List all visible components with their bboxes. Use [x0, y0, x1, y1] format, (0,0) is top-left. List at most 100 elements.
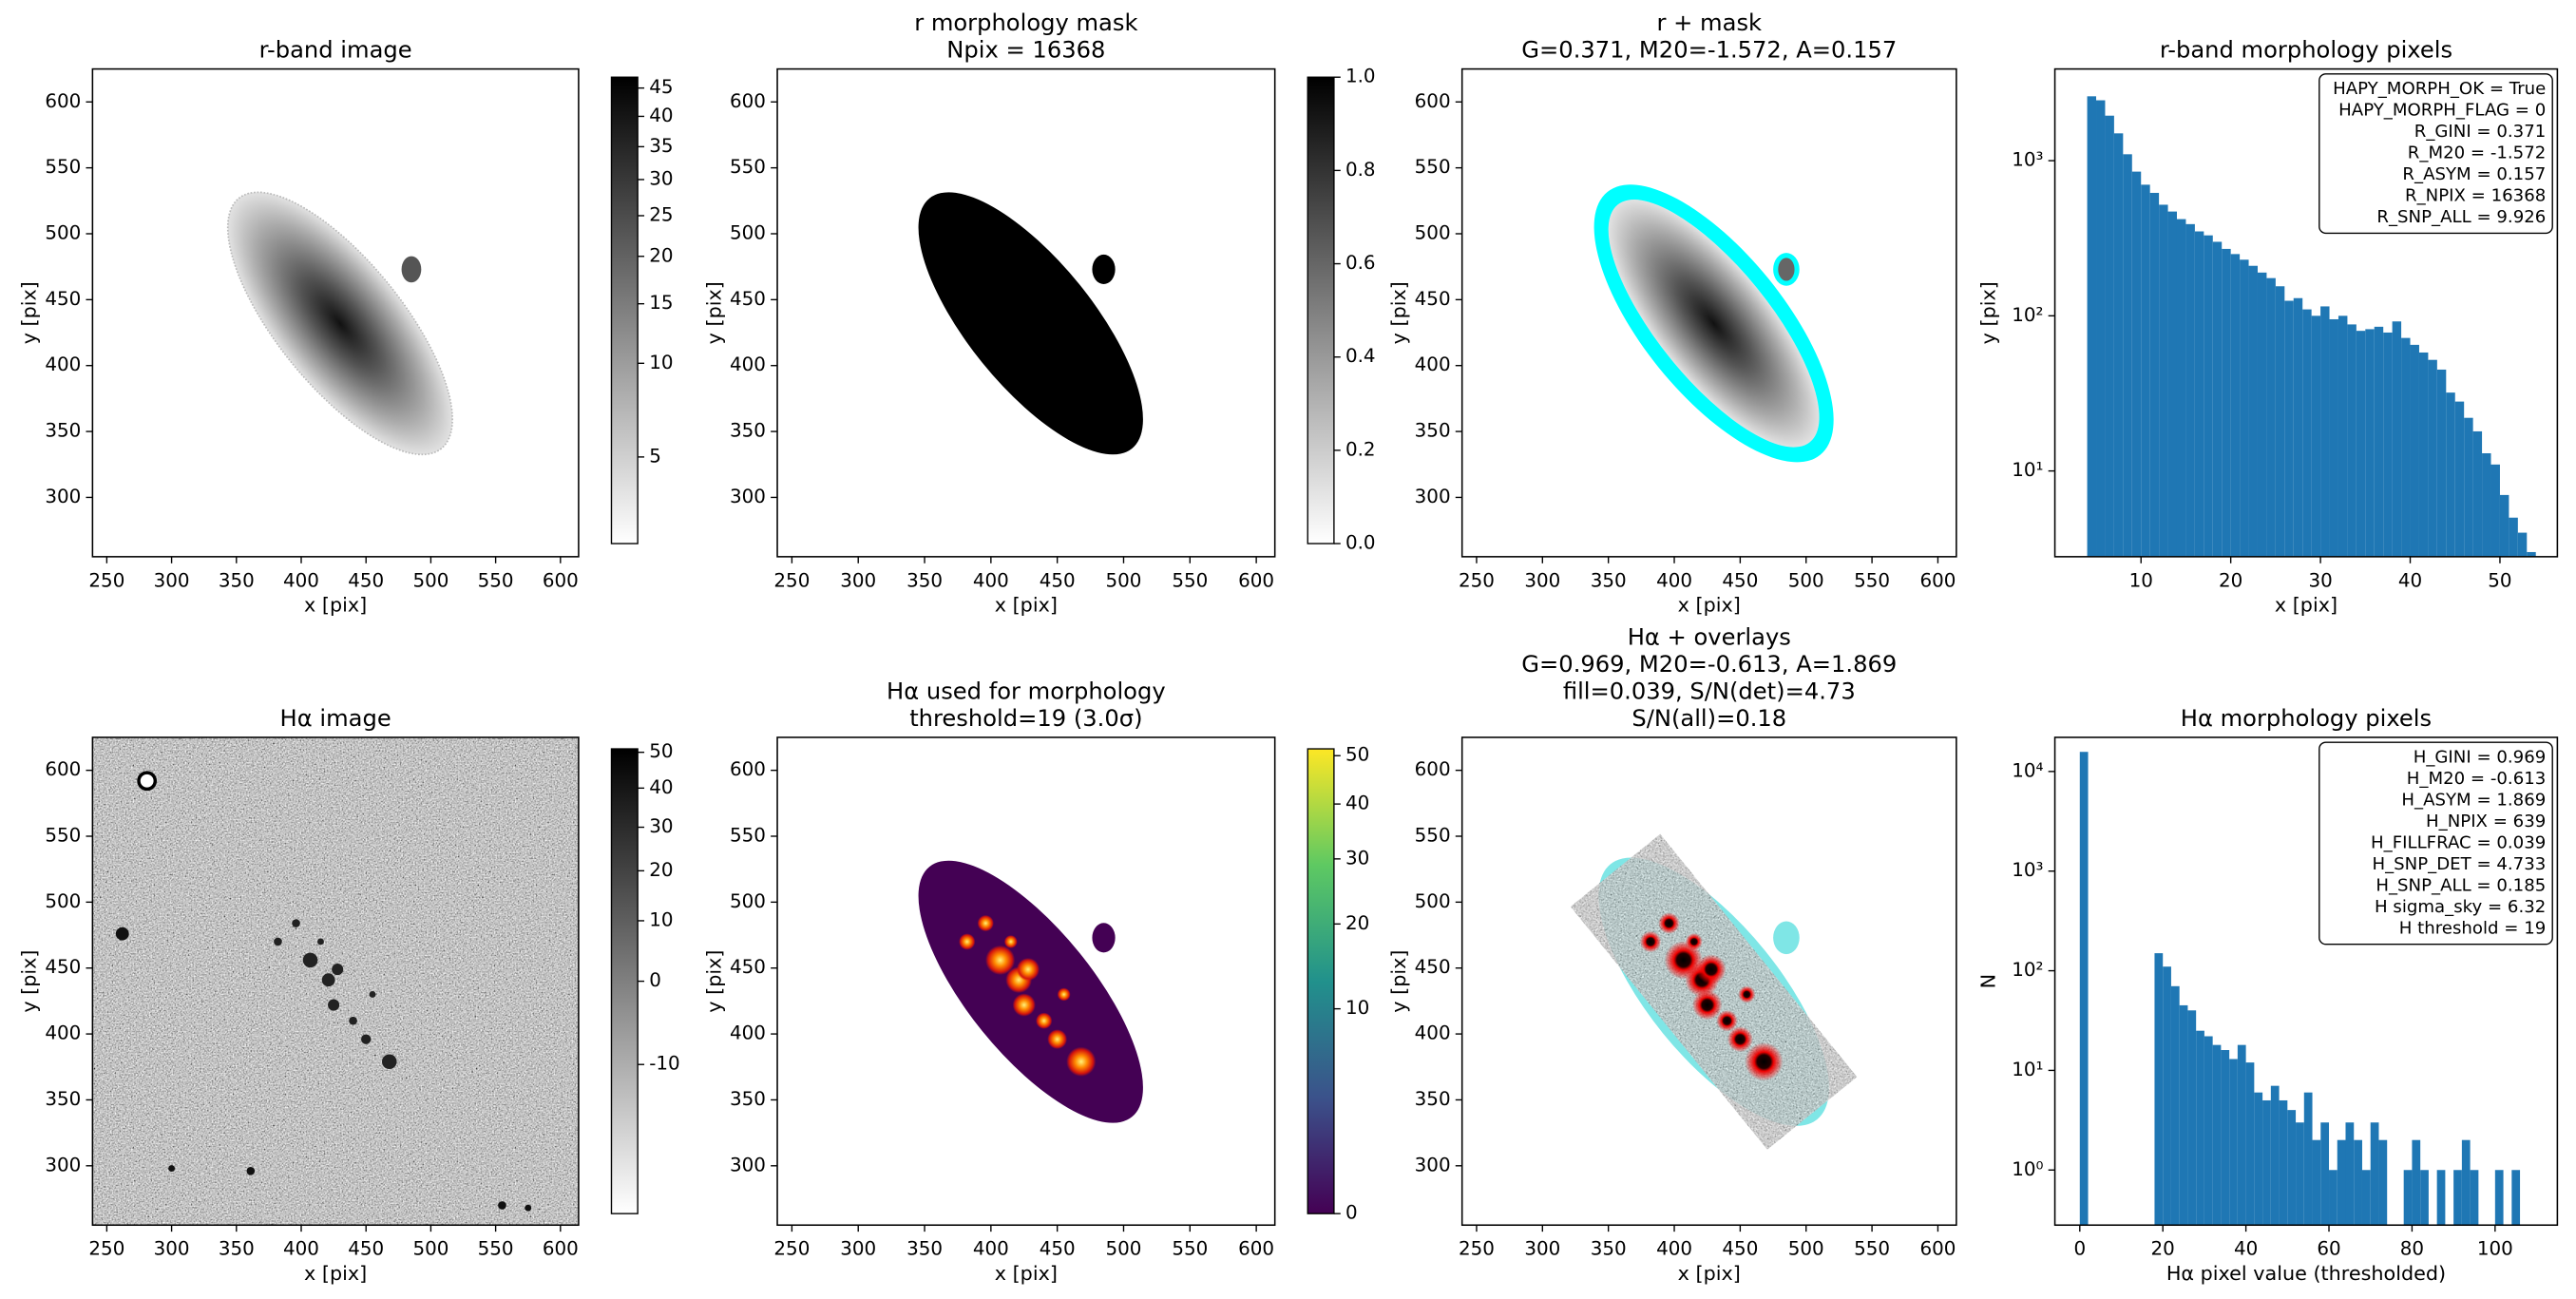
- bar: [2204, 235, 2213, 557]
- bar: [2113, 133, 2124, 557]
- bar: [2212, 241, 2223, 557]
- x-tick-label: 100: [2477, 1238, 2513, 1260]
- bar: [2284, 300, 2294, 557]
- bar: [2149, 192, 2160, 557]
- bar: [2347, 324, 2357, 557]
- bar: [2248, 265, 2258, 557]
- y-axis-label: y [pix]: [18, 950, 41, 1013]
- y-tick-label: 400: [45, 1022, 81, 1044]
- colorbar-tick-label: 40: [1345, 793, 1369, 814]
- panel-title: r-band morphology pixels: [2160, 37, 2452, 64]
- axes-frame: [776, 736, 1276, 1227]
- bar: [2329, 318, 2338, 557]
- x-axis-label: x [pix]: [304, 594, 367, 617]
- hii-region: [361, 1034, 372, 1044]
- bar: [2287, 1110, 2297, 1226]
- y-tick-label: 350: [730, 420, 766, 442]
- colorbar-tick-label: 10: [1345, 997, 1369, 1019]
- hii-region: [1745, 1041, 1784, 1081]
- bar: [2472, 430, 2483, 557]
- panel-title: G=0.371, M20=-1.572, A=0.157: [1521, 37, 1897, 64]
- x-tick-label: 350: [906, 1238, 943, 1260]
- plot-area: [2079, 752, 2521, 1226]
- bar: [2418, 352, 2429, 557]
- y-tick-label: 400: [730, 1022, 766, 1044]
- x-tick-label: 250: [1459, 1238, 1495, 1260]
- x-tick-label: 60: [2317, 1238, 2340, 1260]
- mask-image: [918, 192, 1143, 455]
- x-axis-label: x [pix]: [995, 594, 1058, 617]
- hii-region: [1658, 912, 1680, 934]
- x-tick-label: 350: [906, 569, 943, 591]
- bar: [2131, 171, 2142, 557]
- x-tick-label: 550: [1172, 569, 1208, 591]
- x-tick-label: 600: [543, 569, 579, 591]
- hii-region: [1716, 1009, 1738, 1032]
- x-tick-label: 550: [1172, 1238, 1208, 1260]
- bar: [2266, 277, 2276, 557]
- x-tick-label: 350: [1591, 1238, 1627, 1260]
- plot-area: [226, 191, 453, 456]
- annotation-line: HAPY_MORPH_FLAG = 0: [2338, 101, 2546, 121]
- bar: [2240, 259, 2249, 557]
- panel-title: fill=0.039, S/N(det)=4.73: [1563, 678, 1856, 704]
- colorbar-tick-label: 40: [649, 105, 673, 126]
- y-tick-label: 600: [1415, 90, 1451, 112]
- panel-title: Hα + overlays: [1628, 623, 1791, 650]
- bar: [2163, 966, 2171, 1226]
- bar: [2204, 1036, 2213, 1226]
- x-tick-label: 30: [2308, 569, 2332, 591]
- annotation-line: H_SNP_DET = 4.733: [2372, 854, 2546, 874]
- x-tick-label: 550: [478, 569, 514, 591]
- bar: [2311, 315, 2321, 557]
- x-tick-label: 0: [2073, 1238, 2086, 1260]
- noise-image: [92, 736, 579, 1226]
- bar: [2176, 219, 2186, 557]
- colorbar-tick-label: 0.8: [1345, 159, 1376, 181]
- annotation-line: R_SNP_ALL = 9.926: [2376, 207, 2546, 227]
- bar: [2436, 369, 2447, 557]
- axes-frame: [91, 736, 580, 1227]
- colorbar-tick-label: 10: [649, 352, 673, 373]
- y-tick-label: 10³: [2012, 859, 2043, 881]
- y-tick-label: 10³: [2012, 149, 2043, 171]
- x-tick-label: 350: [219, 1238, 255, 1260]
- bar: [2403, 1170, 2413, 1226]
- x-tick-label: 250: [88, 569, 124, 591]
- y-tick-label: 300: [45, 486, 81, 507]
- y-tick-label: 10¹: [2012, 459, 2043, 481]
- colorbar-tick-label: 20: [649, 859, 673, 881]
- y-tick-label: 300: [1415, 1154, 1451, 1175]
- x-tick-label: 400: [973, 1238, 1009, 1260]
- bar: [2527, 551, 2536, 557]
- x-tick-label: 300: [840, 569, 876, 591]
- y-tick-label: 500: [45, 890, 81, 912]
- x-tick-label: 50: [2488, 569, 2511, 591]
- colorbar-tick-label: 0.4: [1345, 345, 1376, 367]
- panel-title: S/N(all)=0.18: [1631, 705, 1786, 732]
- annotation-line: R_M20 = -1.572: [2408, 143, 2547, 163]
- bar: [2354, 1139, 2362, 1226]
- bar: [2237, 1044, 2246, 1226]
- colorbar-tick-label: 40: [649, 776, 673, 798]
- y-tick-label: 450: [45, 288, 81, 310]
- colorbar-tick-label: 30: [1345, 847, 1369, 869]
- y-tick-label: 350: [45, 420, 81, 442]
- annotation-line: H_ASYM = 1.869: [2401, 790, 2546, 810]
- x-tick-label: 400: [1656, 569, 1692, 591]
- hii-region: [349, 1016, 357, 1025]
- bar: [2262, 1099, 2271, 1226]
- bar: [2392, 321, 2402, 557]
- colorbar-tick-label: 20: [649, 244, 673, 266]
- y-tick-label: 450: [1415, 288, 1451, 310]
- bar: [2187, 1010, 2197, 1226]
- hii-region: [317, 938, 324, 946]
- x-tick-label: 400: [973, 569, 1009, 591]
- bar: [2337, 1139, 2346, 1226]
- x-tick-label: 400: [283, 1238, 319, 1260]
- bar: [2230, 254, 2241, 557]
- y-tick-label: 550: [730, 825, 766, 847]
- panel-title: threshold=19 (3.0σ): [909, 705, 1142, 732]
- bar: [2123, 154, 2132, 557]
- bar: [2494, 1170, 2504, 1226]
